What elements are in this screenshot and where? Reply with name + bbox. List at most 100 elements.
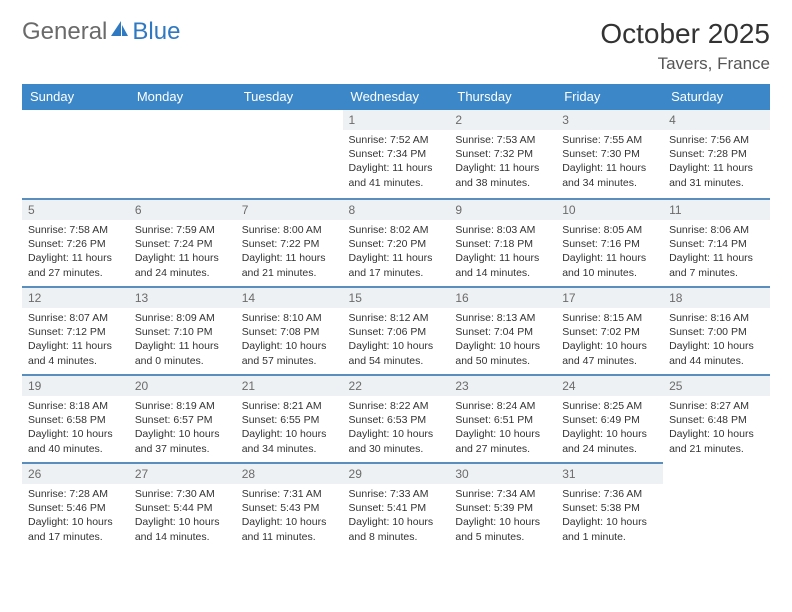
day-number: 4 (663, 110, 770, 130)
calendar-cell: 9Sunrise: 8:03 AMSunset: 7:18 PMDaylight… (449, 198, 556, 286)
calendar-cell: 1 Sunrise: 7:52 AMSunset: 7:34 PMDaylight… (343, 110, 450, 198)
sunset-line: Sunset: 5:44 PM (135, 501, 230, 515)
day-number: 29 (343, 462, 450, 484)
daylight-line: Daylight: 10 hours and 24 minutes. (562, 427, 657, 455)
day-body: Sunrise: 7:56 AMSunset: 7:28 PMDaylight:… (663, 130, 770, 192)
sunrise-line: Sunrise: 7:58 AM (28, 223, 123, 237)
daylight-line: Daylight: 11 hours and 31 minutes. (669, 161, 764, 189)
sunrise-line: Sunrise: 8:03 AM (455, 223, 550, 237)
logo-text-1: General (22, 18, 107, 46)
day-body: Sunrise: 7:59 AMSunset: 7:24 PMDaylight:… (129, 220, 236, 282)
sunrise-line: Sunrise: 7:31 AM (242, 487, 337, 501)
weekday-header: Wednesday (343, 84, 450, 110)
day-body: Sunrise: 7:58 AMSunset: 7:26 PMDaylight:… (22, 220, 129, 282)
day-body: Sunrise: 7:36 AMSunset: 5:38 PMDaylight:… (556, 484, 663, 546)
sunrise-line: Sunrise: 8:19 AM (135, 399, 230, 413)
day-body: Sunrise: 8:00 AMSunset: 7:22 PMDaylight:… (236, 220, 343, 282)
day-body: Sunrise: 8:15 AMSunset: 7:02 PMDaylight:… (556, 308, 663, 370)
day-body: Sunrise: 7:53 AMSunset: 7:32 PMDaylight:… (449, 130, 556, 192)
sunrise-line: Sunrise: 8:24 AM (455, 399, 550, 413)
daylight-line: Daylight: 11 hours and 0 minutes. (135, 339, 230, 367)
daylight-line: Daylight: 10 hours and 5 minutes. (455, 515, 550, 543)
daylight-line: Daylight: 11 hours and 41 minutes. (349, 161, 444, 189)
sunrise-line: Sunrise: 8:27 AM (669, 399, 764, 413)
sunrise-line: Sunrise: 8:00 AM (242, 223, 337, 237)
sunset-line: Sunset: 7:02 PM (562, 325, 657, 339)
day-number: 28 (236, 462, 343, 484)
day-body: Sunrise: 8:25 AMSunset: 6:49 PMDaylight:… (556, 396, 663, 458)
logo: General Blue (22, 18, 180, 46)
calendar-cell: 5Sunrise: 7:58 AMSunset: 7:26 PMDaylight… (22, 198, 129, 286)
calendar-cell (663, 462, 770, 550)
sunset-line: Sunset: 7:16 PM (562, 237, 657, 251)
sunset-line: Sunset: 5:46 PM (28, 501, 123, 515)
day-number: 31 (556, 462, 663, 484)
sunset-line: Sunset: 7:24 PM (135, 237, 230, 251)
daylight-line: Daylight: 11 hours and 34 minutes. (562, 161, 657, 189)
day-number: 23 (449, 374, 556, 396)
calendar-cell: 20Sunrise: 8:19 AMSunset: 6:57 PMDayligh… (129, 374, 236, 462)
sunrise-line: Sunrise: 7:36 AM (562, 487, 657, 501)
day-body: Sunrise: 8:09 AMSunset: 7:10 PMDaylight:… (129, 308, 236, 370)
sunrise-line: Sunrise: 7:52 AM (349, 133, 444, 147)
calendar-cell: 7Sunrise: 8:00 AMSunset: 7:22 PMDaylight… (236, 198, 343, 286)
sunset-line: Sunset: 6:51 PM (455, 413, 550, 427)
sunset-line: Sunset: 7:12 PM (28, 325, 123, 339)
day-number: 2 (449, 110, 556, 130)
sunrise-line: Sunrise: 7:55 AM (562, 133, 657, 147)
day-body: Sunrise: 7:28 AMSunset: 5:46 PMDaylight:… (22, 484, 129, 546)
calendar-cell: 15Sunrise: 8:12 AMSunset: 7:06 PMDayligh… (343, 286, 450, 374)
daylight-line: Daylight: 11 hours and 14 minutes. (455, 251, 550, 279)
logo-text-2: Blue (132, 18, 180, 46)
calendar-cell: 10Sunrise: 8:05 AMSunset: 7:16 PMDayligh… (556, 198, 663, 286)
daylight-line: Daylight: 11 hours and 17 minutes. (349, 251, 444, 279)
daylight-line: Daylight: 10 hours and 40 minutes. (28, 427, 123, 455)
day-body: Sunrise: 8:06 AMSunset: 7:14 PMDaylight:… (663, 220, 770, 282)
calendar-cell: 23Sunrise: 8:24 AMSunset: 6:51 PMDayligh… (449, 374, 556, 462)
daylight-line: Daylight: 10 hours and 44 minutes. (669, 339, 764, 367)
sunrise-line: Sunrise: 8:18 AM (28, 399, 123, 413)
day-body: Sunrise: 8:10 AMSunset: 7:08 PMDaylight:… (236, 308, 343, 370)
day-body: Sunrise: 8:19 AMSunset: 6:57 PMDaylight:… (129, 396, 236, 458)
daylight-line: Daylight: 11 hours and 4 minutes. (28, 339, 123, 367)
day-body: Sunrise: 7:34 AMSunset: 5:39 PMDaylight:… (449, 484, 556, 546)
day-number: 10 (556, 198, 663, 220)
sunset-line: Sunset: 7:08 PM (242, 325, 337, 339)
location: Tavers, France (600, 54, 770, 74)
sunset-line: Sunset: 7:28 PM (669, 147, 764, 161)
calendar-cell: 6Sunrise: 7:59 AMSunset: 7:24 PMDaylight… (129, 198, 236, 286)
daylight-line: Daylight: 10 hours and 8 minutes. (349, 515, 444, 543)
sunset-line: Sunset: 6:55 PM (242, 413, 337, 427)
weekday-header: Sunday (22, 84, 129, 110)
daylight-line: Daylight: 10 hours and 11 minutes. (242, 515, 337, 543)
calendar-cell: 30Sunrise: 7:34 AMSunset: 5:39 PMDayligh… (449, 462, 556, 550)
day-number: 15 (343, 286, 450, 308)
daylight-line: Daylight: 10 hours and 47 minutes. (562, 339, 657, 367)
day-body: Sunrise: 8:16 AMSunset: 7:00 PMDaylight:… (663, 308, 770, 370)
daylight-line: Daylight: 11 hours and 27 minutes. (28, 251, 123, 279)
day-number: 19 (22, 374, 129, 396)
sunset-line: Sunset: 7:22 PM (242, 237, 337, 251)
calendar-cell: 28Sunrise: 7:31 AMSunset: 5:43 PMDayligh… (236, 462, 343, 550)
calendar-cell: 27Sunrise: 7:30 AMSunset: 5:44 PMDayligh… (129, 462, 236, 550)
sunset-line: Sunset: 7:34 PM (349, 147, 444, 161)
calendar-cell: 8Sunrise: 8:02 AMSunset: 7:20 PMDaylight… (343, 198, 450, 286)
sunset-line: Sunset: 7:10 PM (135, 325, 230, 339)
sunrise-line: Sunrise: 8:21 AM (242, 399, 337, 413)
sunset-line: Sunset: 7:20 PM (349, 237, 444, 251)
day-number: 16 (449, 286, 556, 308)
day-number: 1 (343, 110, 450, 130)
sunrise-line: Sunrise: 8:25 AM (562, 399, 657, 413)
calendar-table: SundayMondayTuesdayWednesdayThursdayFrid… (22, 84, 770, 550)
weekday-header: Thursday (449, 84, 556, 110)
daylight-line: Daylight: 10 hours and 30 minutes. (349, 427, 444, 455)
daylight-line: Daylight: 10 hours and 14 minutes. (135, 515, 230, 543)
day-number: 25 (663, 374, 770, 396)
day-number: 9 (449, 198, 556, 220)
daylight-line: Daylight: 11 hours and 24 minutes. (135, 251, 230, 279)
weekday-header: Friday (556, 84, 663, 110)
day-number: 3 (556, 110, 663, 130)
day-body: Sunrise: 8:03 AMSunset: 7:18 PMDaylight:… (449, 220, 556, 282)
day-body: Sunrise: 8:18 AMSunset: 6:58 PMDaylight:… (22, 396, 129, 458)
day-number: 6 (129, 198, 236, 220)
